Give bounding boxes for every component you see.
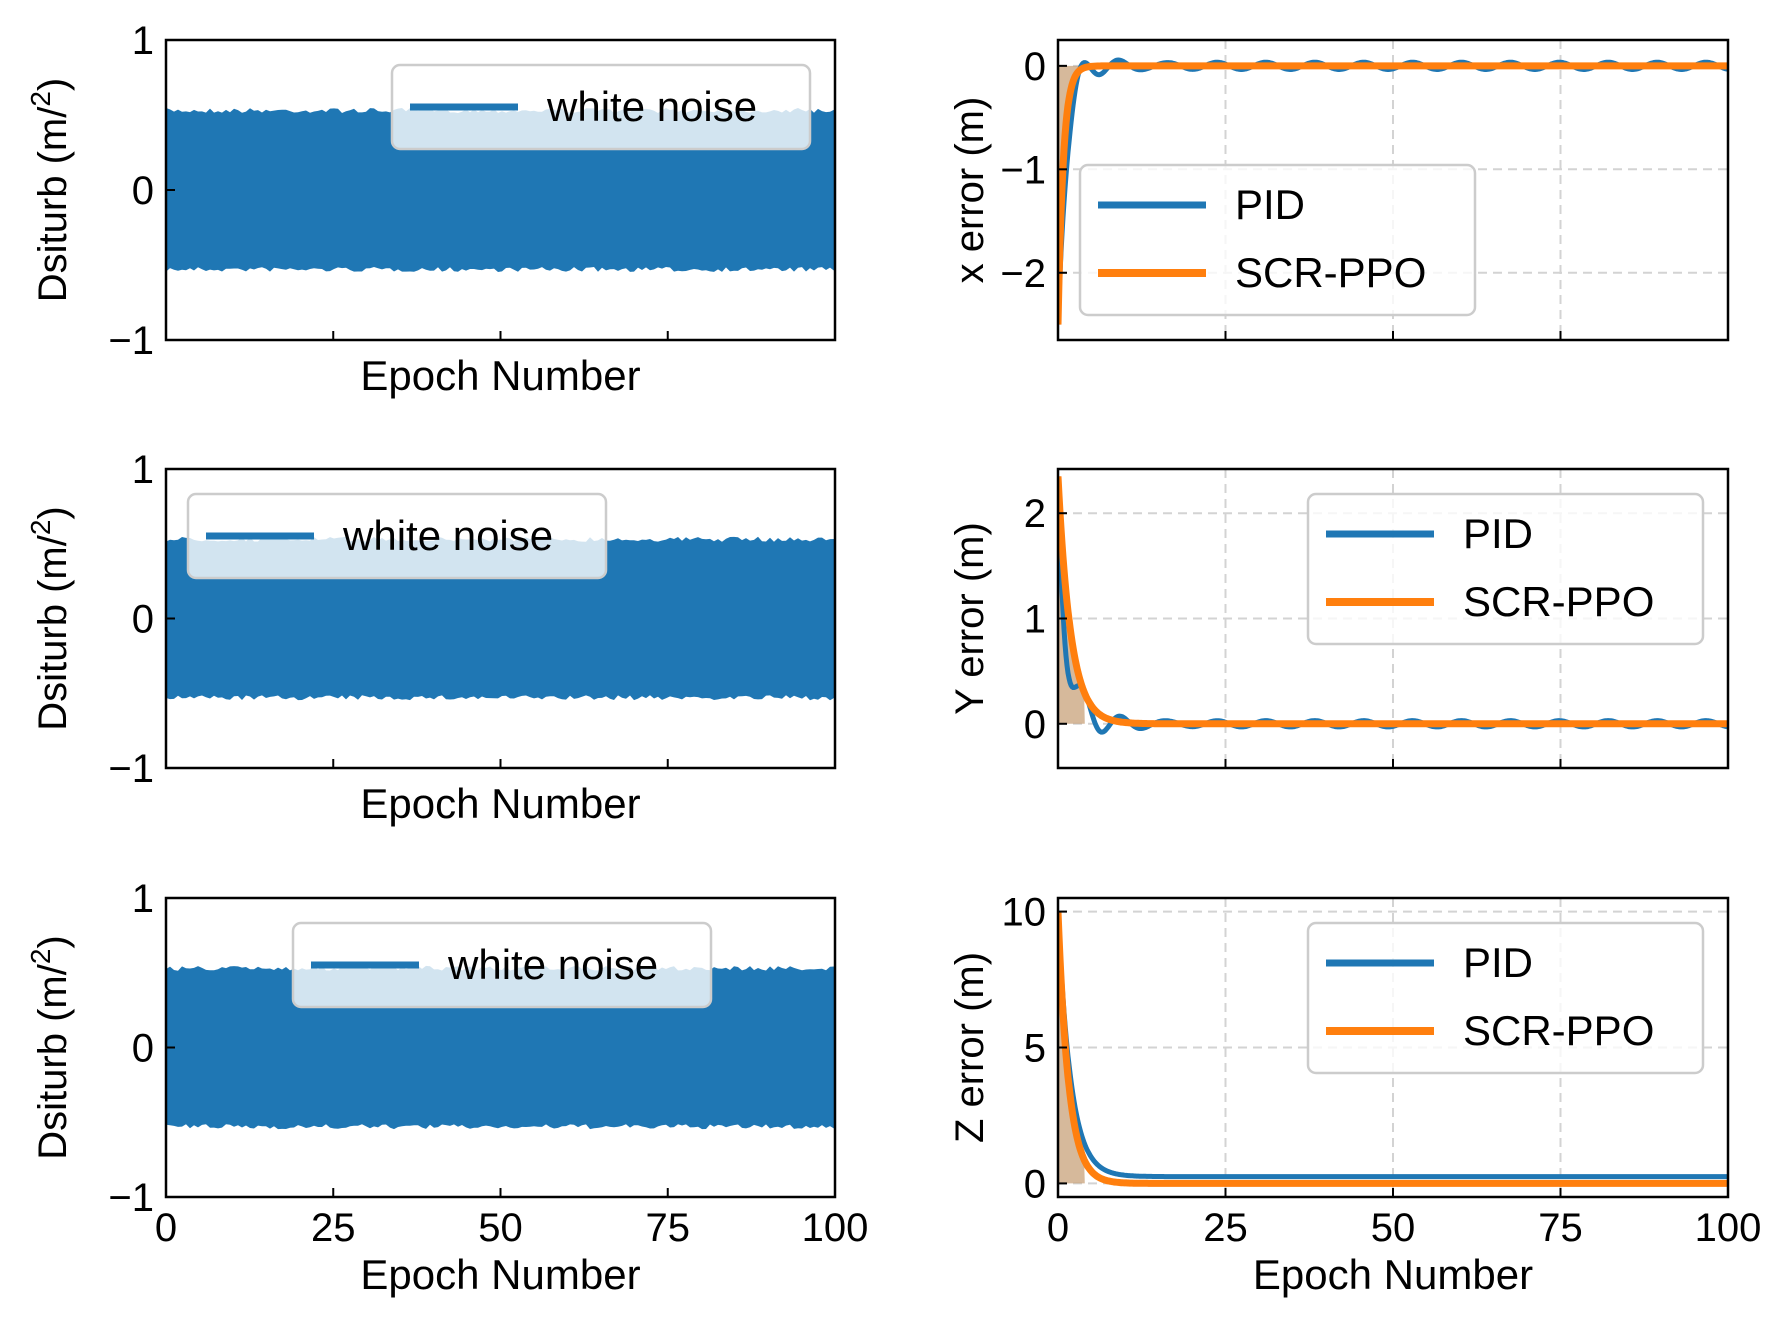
legend-box (291, 921, 713, 1009)
y-tick-label: 1 (132, 19, 154, 63)
legend-label: SCR-PPO (1463, 1007, 1654, 1054)
x-tick-label: 75 (646, 1206, 691, 1250)
legend-label: SCR-PPO (1235, 249, 1426, 296)
panel-z-error: 0 25 50 75 100 0 5 10 Epoch Number Z error (m) PID… (948, 891, 1761, 1298)
y-tick-label: −1 (108, 319, 154, 363)
legend: white noise (186, 492, 608, 580)
legend: PID SCR-PPO (1078, 163, 1477, 317)
x-tick-label: 100 (802, 1206, 869, 1250)
y-tick-label: 0 (1024, 1162, 1046, 1206)
plot-area (1058, 476, 1728, 735)
y-tick-label: 0 (132, 598, 154, 642)
x-tick-label: 50 (478, 1206, 523, 1250)
x-axis-label: Epoch Number (360, 780, 640, 827)
panel-y-error: 0 1 2 Y error (m) PID SCR-PPO (948, 467, 1730, 770)
y-tick-label: 1 (132, 877, 154, 921)
y-tick-label: 1 (132, 448, 154, 492)
y-tick-label: 10 (1002, 891, 1047, 935)
y-tick-label: 0 (1024, 45, 1046, 89)
y-tick-label: −1 (108, 747, 154, 791)
legend: PID SCR-PPO (1306, 492, 1705, 646)
x-tick-label: 50 (1371, 1206, 1416, 1250)
x-tick-label: 0 (155, 1206, 177, 1250)
legend: white noise (390, 63, 812, 151)
y-tick-label: 0 (132, 169, 154, 213)
y-axis-label: Z error (m) (948, 952, 992, 1143)
legend: white noise (291, 921, 713, 1009)
scr-ppo-series-line (1058, 62, 1728, 325)
pid-series-line (1058, 911, 1728, 1180)
x-tick-label: 25 (311, 1206, 356, 1250)
y-tick-label: −1 (108, 1176, 154, 1220)
y-tick-label: −1 (1000, 148, 1046, 192)
legend: PID SCR-PPO (1306, 921, 1705, 1075)
legend-label: PID (1463, 510, 1533, 557)
y-axis-label: Dsiturb (m/2) (25, 506, 75, 730)
x-tick-label: 0 (1047, 1206, 1069, 1250)
y-axis-label: Dsiturb (m/2) (25, 935, 75, 1159)
x-axis-label: Epoch Number (1253, 1251, 1533, 1298)
y-tick-label: 1 (1024, 598, 1046, 642)
y-axis-label: Dsiturb (m/2) (25, 78, 75, 302)
legend-box (390, 63, 812, 151)
transient-fill (1058, 911, 1085, 1184)
panel-disturb-x: −1 0 1 Epoch Number Dsiturb (m/2) white noise (25, 19, 837, 399)
plot-area (1058, 911, 1728, 1187)
legend-label: PID (1235, 181, 1305, 228)
panel-disturb-y: −1 0 1 Epoch Number Dsiturb (m/2) white noise (25, 448, 837, 827)
panel-x-error: −2 −1 0 x error (m) PID SCR-PPO (948, 38, 1730, 342)
y-tick-label: 0 (132, 1027, 154, 1071)
y-tick-label: 2 (1024, 492, 1046, 536)
x-tick-label: 100 (1695, 1206, 1762, 1250)
legend-label: PID (1463, 939, 1533, 986)
y-tick-label: 5 (1024, 1027, 1046, 1071)
y-tick-label: −2 (1000, 252, 1046, 296)
y-axis-label: x error (m) (948, 97, 992, 284)
x-axis-label: Epoch Number (360, 352, 640, 399)
legend-label: white noise (447, 941, 658, 988)
legend-box (186, 492, 608, 580)
y-tick-label: 0 (1024, 703, 1046, 747)
legend-label: SCR-PPO (1463, 578, 1654, 625)
y-axis-label: Y error (m) (948, 522, 992, 715)
legend-label: white noise (342, 512, 553, 559)
legend-label: white noise (546, 83, 757, 130)
x-axis-label: Epoch Number (360, 1251, 640, 1298)
plot-area (1058, 57, 1728, 325)
x-tick-label: 75 (1538, 1206, 1583, 1250)
scr-ppo-series-line (1058, 911, 1728, 1187)
scr-ppo-series-line (1058, 476, 1728, 728)
x-tick-label: 25 (1203, 1206, 1248, 1250)
